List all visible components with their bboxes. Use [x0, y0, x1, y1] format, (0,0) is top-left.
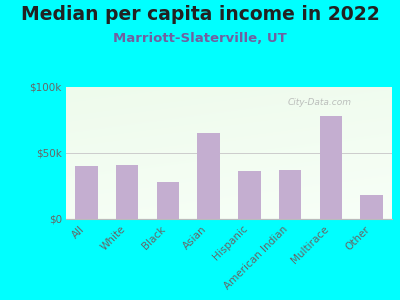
Text: Median per capita income in 2022: Median per capita income in 2022	[21, 4, 379, 23]
Bar	[320, 116, 342, 219]
Bar	[279, 170, 301, 219]
Bar	[360, 195, 383, 219]
Bar	[238, 172, 260, 219]
Bar	[116, 165, 138, 219]
Text: City-Data.com: City-Data.com	[288, 98, 352, 107]
Bar	[198, 133, 220, 219]
Bar	[75, 166, 98, 219]
Text: Marriott-Slaterville, UT: Marriott-Slaterville, UT	[113, 32, 287, 44]
Bar	[157, 182, 179, 219]
